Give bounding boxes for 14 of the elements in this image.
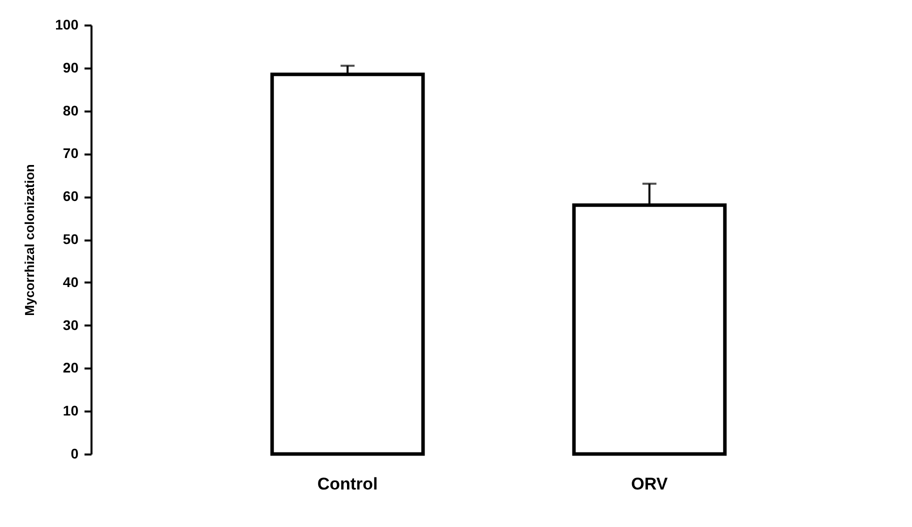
y-tick-label: 10 [62,402,79,419]
y-tick-label: 50 [62,231,79,247]
y-tick-label: 0 [70,446,79,462]
y-tick-label: 30 [62,316,79,333]
x-tick-label: ORV [631,474,668,494]
y-tick-label: 60 [62,188,79,204]
y-tick-label: 90 [62,59,79,76]
y-tick-label: 80 [62,102,79,118]
y-tick-label: 100 [55,16,79,32]
y-tick-label: 70 [62,145,79,162]
x-tick-label: Control [317,474,378,494]
y-axis-title: Mycorrhizal colonization [22,164,38,316]
y-tick-label: 40 [62,274,79,290]
y-tick-label: 20 [62,360,79,376]
